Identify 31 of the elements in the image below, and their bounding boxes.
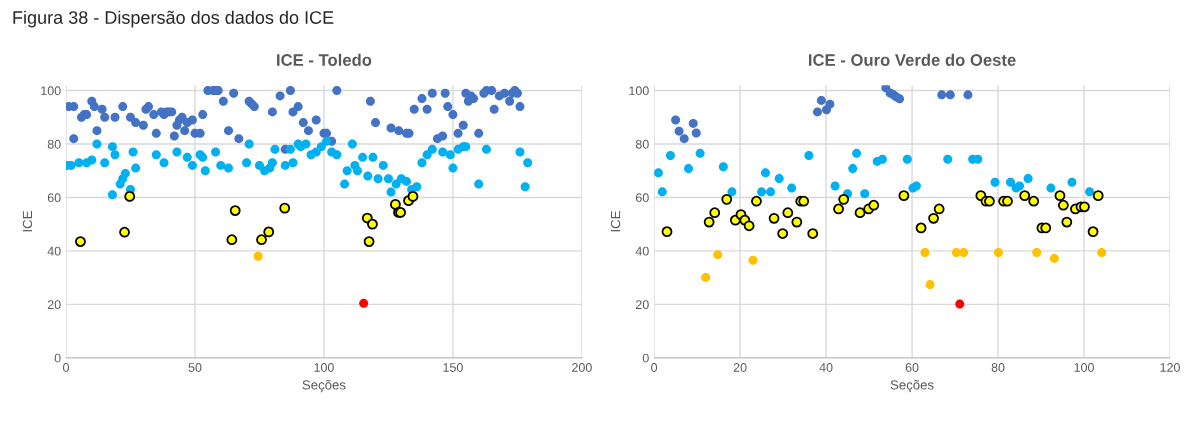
y-tick-label: 80 bbox=[47, 139, 61, 149]
x-tick-label: 200 bbox=[572, 363, 592, 372]
x-tick-label: 120 bbox=[1160, 363, 1180, 372]
y-tick-label: 40 bbox=[47, 246, 61, 256]
x-axis-title: Seções bbox=[890, 379, 934, 393]
y-tick-label: 60 bbox=[47, 193, 61, 203]
x-tick-label: 0 bbox=[63, 363, 69, 372]
chart-title: ICE - Ouro Verde do Oeste bbox=[808, 53, 1016, 66]
y-tick-label: 80 bbox=[635, 139, 649, 149]
y-tick-label: 0 bbox=[642, 353, 649, 363]
x-tick-label: 40 bbox=[819, 363, 833, 372]
y-axis-title: ICE bbox=[22, 211, 33, 232]
y-tick-label: 100 bbox=[629, 86, 649, 96]
x-tick-label: 80 bbox=[991, 363, 1005, 372]
y-tick-label: 20 bbox=[635, 300, 649, 310]
y-axis-title: ICE bbox=[610, 211, 621, 232]
y-tick-label: 20 bbox=[47, 300, 61, 310]
y-tick-label: 60 bbox=[635, 193, 649, 203]
x-axis-title: Seções bbox=[302, 379, 346, 393]
y-tick-label: 40 bbox=[635, 246, 649, 256]
x-tick-label: 20 bbox=[733, 363, 747, 372]
x-tick-label: 0 bbox=[651, 363, 658, 372]
x-tick-label: 100 bbox=[314, 363, 334, 372]
x-tick-label: 60 bbox=[905, 363, 919, 372]
text: Figura 38 - Dispersão dos dados do ICE bbox=[13, 10, 334, 28]
x-tick-label: 150 bbox=[443, 363, 463, 372]
x-tick-label: 100 bbox=[1074, 363, 1094, 372]
y-tick-label: 0 bbox=[54, 353, 61, 363]
chart-title: ICE - Toledo bbox=[277, 53, 372, 66]
x-tick-label: 50 bbox=[188, 363, 202, 372]
y-tick-label: 100 bbox=[41, 86, 61, 96]
